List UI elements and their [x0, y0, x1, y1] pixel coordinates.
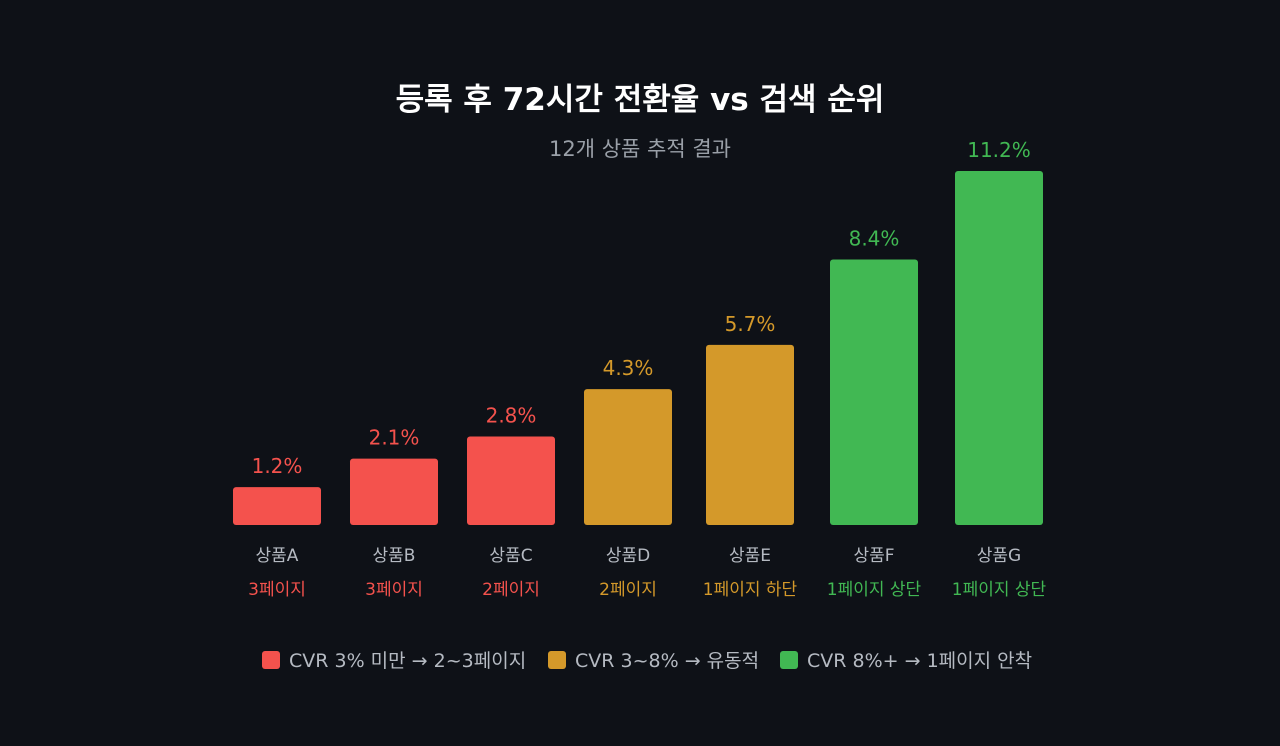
chart-title: 등록 후 72시간 전환율 vs 검색 순위 — [396, 82, 885, 118]
rank-label: 2페이지 — [599, 580, 657, 600]
category-label: 상품E — [729, 546, 771, 566]
category-label: 상품F — [853, 546, 894, 566]
legend-label-mid: CVR 3~8% → 유동적 — [575, 650, 759, 672]
chart-subtitle: 12개 상품 추적 결과 — [549, 137, 731, 161]
rank-label: 3페이지 — [248, 580, 306, 600]
bars-group: 1.2% 상품A 3페이지 2.1% 상품B 3페이지 2.8% 상품C 2페이지 4.3% 상품D… — [233, 138, 1047, 600]
bar-1 — [233, 487, 321, 525]
bar-6 — [830, 259, 918, 525]
value-label: 1.2% — [252, 454, 303, 478]
legend-label-low: CVR 3% 미만 → 2~3페이지 — [289, 650, 526, 672]
category-label: 상품D — [606, 546, 650, 566]
value-label: 2.1% — [369, 426, 420, 450]
bar-5 — [706, 344, 794, 525]
rank-label: 1페이지 상단 — [952, 580, 1047, 600]
category-label: 상품C — [489, 546, 532, 566]
rank-label: 1페이지 하단 — [703, 580, 798, 600]
category-label: 상품B — [373, 546, 416, 566]
legend-swatch-low — [262, 651, 280, 669]
value-label: 11.2% — [967, 138, 1031, 162]
bar-4 — [584, 389, 672, 525]
legend: CVR 3% 미만 → 2~3페이지 CVR 3~8% → 유동적 CVR 8%+ … — [262, 650, 1032, 672]
legend-swatch-mid — [548, 651, 566, 669]
rank-label: 3페이지 — [365, 580, 423, 600]
legend-label-high: CVR 8%+ → 1페이지 안착 — [807, 650, 1032, 672]
rank-label: 1페이지 상단 — [827, 580, 922, 600]
value-label: 8.4% — [849, 227, 900, 251]
bar-7 — [955, 171, 1043, 525]
category-label: 상품G — [977, 546, 1021, 566]
value-label: 4.3% — [603, 356, 654, 380]
value-label: 5.7% — [725, 312, 776, 336]
legend-swatch-high — [780, 651, 798, 669]
value-label: 2.8% — [486, 404, 537, 428]
category-label: 상품A — [256, 546, 299, 566]
rank-label: 2페이지 — [482, 580, 540, 600]
bar-3 — [467, 436, 555, 525]
bar-2 — [350, 458, 438, 525]
